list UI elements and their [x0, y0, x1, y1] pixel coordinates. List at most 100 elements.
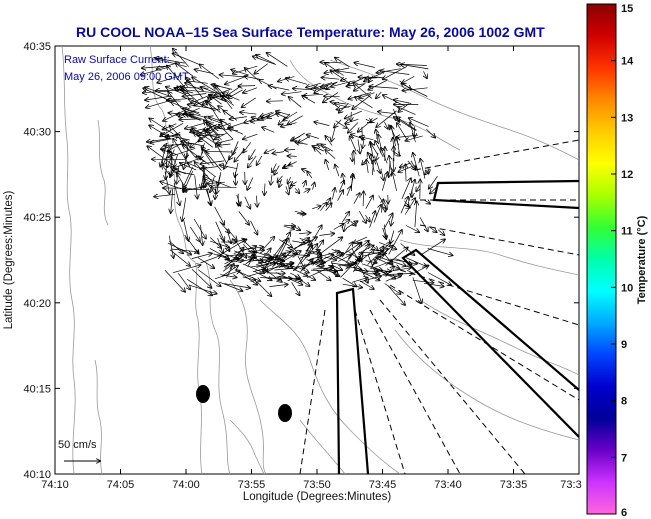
current-vector — [277, 175, 283, 182]
current-vector — [247, 177, 254, 190]
current-vector — [191, 253, 212, 259]
colorbar-tick-label: 13 — [621, 112, 633, 124]
current-vector — [285, 149, 296, 150]
current-vector — [294, 187, 299, 193]
current-vector — [154, 194, 176, 196]
current-vector — [177, 173, 188, 192]
current-vector — [259, 264, 275, 271]
current-vector — [173, 139, 190, 167]
current-vector — [157, 74, 183, 83]
current-vector — [322, 78, 340, 80]
current-vector — [219, 221, 230, 232]
current-vector — [384, 121, 388, 129]
current-vector — [379, 256, 406, 266]
scale-label: 50 cm/s — [58, 439, 97, 451]
current-vector — [342, 283, 362, 287]
current-vector — [331, 80, 355, 87]
current-vector — [192, 128, 215, 143]
current-vector — [207, 123, 220, 137]
current-vector — [331, 264, 342, 270]
current-vector — [256, 55, 276, 65]
current-vector — [220, 75, 245, 77]
current-vector — [378, 195, 387, 209]
current-vector — [156, 90, 183, 91]
current-vector — [392, 108, 399, 122]
current-vector — [250, 220, 258, 235]
current-vector — [354, 83, 365, 91]
current-vector — [325, 150, 336, 159]
current-vector — [369, 75, 374, 83]
current-vector — [394, 100, 412, 104]
current-vector — [158, 59, 187, 68]
current-vector — [306, 259, 324, 265]
current-vector — [223, 96, 233, 110]
current-vector — [296, 266, 308, 272]
current-vector — [335, 165, 340, 177]
current-vector — [233, 246, 256, 254]
current-vector — [427, 248, 453, 256]
current-vector — [307, 135, 319, 139]
current-vector — [361, 263, 382, 271]
current-vector — [189, 115, 210, 122]
current-vector — [198, 134, 224, 136]
current-vector — [201, 87, 226, 98]
current-vector — [253, 56, 277, 65]
current-vector — [219, 281, 242, 291]
current-vector — [371, 256, 380, 268]
current-vector — [244, 76, 261, 80]
current-vector — [293, 89, 312, 90]
current-vector — [198, 130, 215, 141]
current-vector — [331, 102, 347, 104]
current-vector — [289, 97, 302, 108]
current-vector — [203, 167, 217, 178]
current-vector — [265, 148, 275, 153]
shipping-lanes — [335, 179, 579, 474]
x-tick-label: 74:05 — [107, 479, 135, 491]
current-vector — [362, 139, 364, 148]
current-vector — [238, 211, 249, 224]
current-vector — [174, 88, 189, 95]
current-vector — [340, 257, 361, 278]
current-vector — [297, 255, 305, 268]
current-vector — [375, 249, 388, 255]
current-vector — [414, 126, 415, 137]
current-vector — [350, 220, 356, 225]
x-tick-label: 73:55 — [238, 479, 266, 491]
x-tick-label: 73:45 — [369, 479, 397, 491]
current-vector — [303, 273, 315, 280]
buoy-marker-east — [278, 404, 292, 422]
current-vector — [302, 169, 310, 172]
current-vector — [266, 278, 292, 279]
current-vector — [258, 115, 271, 119]
current-vector — [207, 129, 218, 149]
current-vector — [216, 143, 228, 165]
current-vector — [264, 183, 265, 196]
current-vector — [299, 244, 317, 265]
current-vector — [194, 133, 214, 148]
current-vector — [185, 83, 204, 92]
current-vector — [169, 147, 196, 157]
current-vector — [341, 79, 347, 81]
current-vector — [351, 111, 352, 121]
current-vector — [309, 251, 340, 260]
current-vector — [183, 145, 206, 163]
current-vector — [334, 119, 342, 127]
current-vector — [338, 255, 350, 262]
current-vector — [192, 77, 220, 94]
current-vector — [398, 103, 409, 112]
current-vector — [203, 176, 232, 188]
current-vector — [313, 183, 315, 190]
current-vector — [335, 71, 357, 74]
current-vector — [214, 206, 225, 225]
current-vector — [359, 211, 366, 223]
current-vector — [303, 181, 305, 188]
current-vector — [215, 85, 233, 103]
current-vector — [275, 272, 303, 284]
current-vector — [325, 198, 330, 207]
current-vector — [217, 237, 223, 253]
colorbar-label: Temperature (°C) — [636, 215, 648, 304]
current-vector — [266, 256, 278, 259]
x-tick-label: 73:35 — [500, 479, 528, 491]
current-vector — [213, 253, 229, 259]
current-vector — [219, 125, 234, 140]
